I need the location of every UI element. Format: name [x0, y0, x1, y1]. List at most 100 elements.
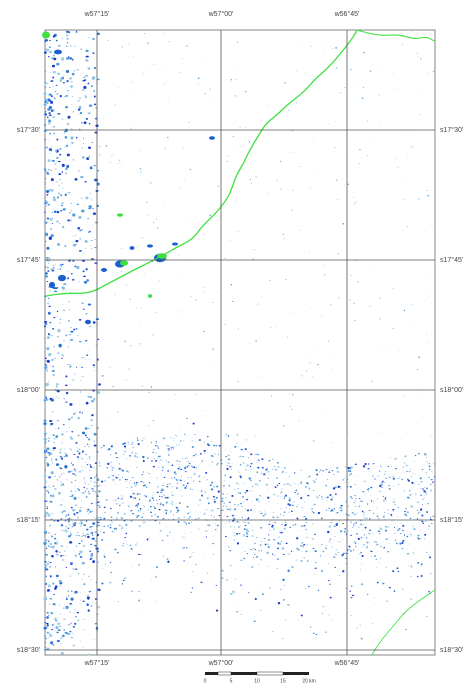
water-body	[92, 76, 95, 79]
water-body	[116, 457, 118, 458]
water-body	[64, 449, 65, 450]
water-body	[49, 365, 50, 366]
water-body	[57, 420, 58, 421]
water-body	[378, 531, 380, 532]
water-body	[91, 503, 92, 504]
water-body	[308, 476, 310, 477]
water-body	[398, 528, 400, 529]
water-body	[63, 75, 64, 76]
water-body	[413, 528, 415, 530]
water-body	[118, 601, 119, 602]
water-body	[95, 518, 96, 519]
water-body	[122, 545, 124, 547]
water-body	[76, 512, 79, 514]
water-body	[65, 334, 67, 336]
water-body	[342, 523, 344, 524]
water-body	[404, 462, 406, 463]
water-body	[138, 443, 140, 445]
water-body	[153, 288, 154, 289]
water-body	[138, 554, 140, 555]
water-body	[121, 528, 123, 529]
water-body	[255, 598, 257, 600]
water-body	[213, 445, 215, 447]
water-body	[80, 525, 82, 526]
water-body	[44, 100, 47, 103]
water-body	[68, 418, 71, 421]
water-body	[45, 170, 47, 172]
water-body	[326, 545, 327, 546]
water-body	[143, 73, 144, 74]
water-body	[336, 179, 338, 181]
water-body	[287, 604, 289, 605]
water-body	[208, 524, 210, 526]
water-body	[338, 555, 339, 556]
water-body	[56, 386, 58, 388]
water-body	[94, 491, 96, 493]
water-body	[340, 488, 341, 489]
water-body	[159, 280, 160, 281]
water-body	[191, 477, 192, 478]
water-body	[58, 492, 61, 495]
water-body	[59, 552, 60, 553]
water-body	[78, 535, 79, 536]
water-body	[177, 483, 178, 484]
water-body	[423, 490, 425, 492]
water-body	[51, 234, 54, 237]
water-body	[192, 571, 193, 572]
water-body	[49, 525, 51, 527]
water-body	[132, 513, 134, 514]
water-body	[364, 481, 366, 483]
water-body	[90, 532, 92, 534]
water-body	[289, 527, 291, 528]
water-body	[294, 483, 295, 484]
water-body	[149, 537, 150, 538]
map-frame	[45, 30, 435, 655]
water-body	[53, 447, 56, 449]
water-body	[369, 510, 371, 511]
water-body	[272, 469, 273, 470]
water-body	[89, 231, 91, 233]
water-body	[57, 182, 58, 183]
water-body	[69, 57, 72, 59]
water-body	[351, 585, 353, 586]
water-body	[154, 277, 155, 278]
water-body	[351, 615, 352, 616]
water-body	[44, 212, 46, 213]
water-body	[171, 492, 172, 493]
water-body	[376, 544, 377, 545]
water-body	[46, 500, 47, 501]
water-body	[332, 369, 333, 370]
water-body	[321, 544, 322, 545]
water-body	[250, 466, 251, 467]
water-body	[213, 349, 214, 350]
water-body	[77, 69, 79, 70]
water-body	[65, 95, 68, 97]
water-body	[317, 497, 319, 499]
water-body	[204, 450, 206, 452]
water-body	[117, 513, 118, 514]
water-body	[377, 475, 379, 476]
water-body	[44, 318, 46, 320]
water-body	[198, 490, 199, 491]
water-body	[75, 480, 76, 481]
water-body	[417, 535, 419, 536]
water-body	[184, 467, 186, 470]
water-body	[59, 154, 61, 156]
water-body	[61, 524, 63, 526]
water-body	[57, 540, 58, 541]
water-body	[163, 494, 165, 495]
water-body	[47, 302, 49, 304]
water-body	[104, 554, 105, 555]
water-body	[336, 513, 337, 514]
water-body	[278, 471, 279, 472]
water-body	[321, 496, 322, 497]
scale-label: 20 km	[302, 678, 316, 684]
water-body	[411, 482, 413, 484]
water-body	[403, 466, 405, 467]
water-body	[144, 506, 145, 507]
water-body	[87, 459, 88, 460]
water-body	[154, 410, 155, 411]
water-body	[94, 444, 97, 446]
water-body	[72, 213, 75, 216]
scale-label: 15	[280, 678, 286, 684]
